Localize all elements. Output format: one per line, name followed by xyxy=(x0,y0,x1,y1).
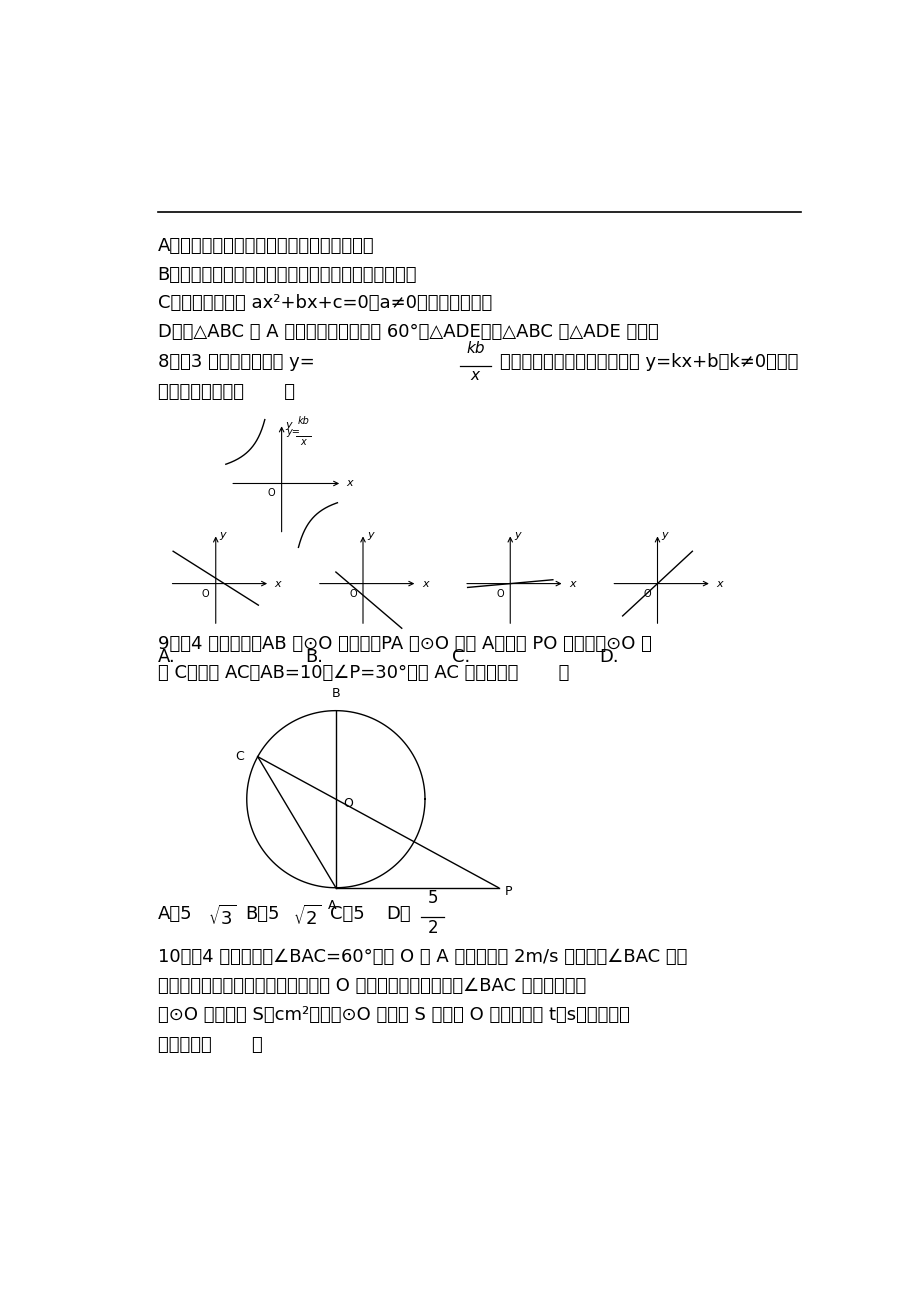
Text: C: C xyxy=(234,750,244,763)
Text: y: y xyxy=(220,530,226,540)
Text: x: x xyxy=(275,578,281,589)
Text: O: O xyxy=(496,589,504,599)
Text: O: O xyxy=(348,589,357,599)
Text: y: y xyxy=(514,530,520,540)
Text: O: O xyxy=(643,589,651,599)
Text: A．5: A．5 xyxy=(157,905,192,923)
Text: C．一元二次方程 ax²+bx+c=0（a≠0）一定有实数根: C．一元二次方程 ax²+bx+c=0（a≠0）一定有实数根 xyxy=(157,294,492,312)
Text: x: x xyxy=(471,368,480,383)
Text: B．在平面直角坐标系中，不同的坐标可以表示同一点: B．在平面直角坐标系中，不同的坐标可以表示同一点 xyxy=(157,266,416,284)
Text: 点 C，连结 AC，AB=10，∠P=30°，则 AC 的长度是（       ）: 点 C，连结 AC，AB=10，∠P=30°，则 AC 的长度是（ ） xyxy=(157,664,568,682)
Text: D.: D. xyxy=(598,647,618,665)
Text: kb: kb xyxy=(466,341,484,355)
Text: y: y xyxy=(367,530,373,540)
Text: x: x xyxy=(716,578,722,589)
Text: 8．（3 分）反比例函数 y=: 8．（3 分）反比例函数 y= xyxy=(157,353,314,371)
Text: 10．（4 分）如图，∠BAC=60°，点 O 从 A 点出发，以 2m/s 的速度沿∠BAC 的角: 10．（4 分）如图，∠BAC=60°，点 O 从 A 点出发，以 2m/s 的… xyxy=(157,948,686,966)
Text: $\sqrt{3}$: $\sqrt{3}$ xyxy=(208,905,236,928)
Text: A: A xyxy=(327,898,335,911)
Text: 2: 2 xyxy=(427,919,437,937)
Text: x: x xyxy=(569,578,575,589)
Text: C.: C. xyxy=(451,647,470,665)
Text: y: y xyxy=(661,530,667,540)
Text: 平分线向右运动，在运动过程中，以 O 为圆心的圆始终保持与∠BAC 的两边相切，: 平分线向右运动，在运动过程中，以 O 为圆心的圆始终保持与∠BAC 的两边相切， xyxy=(157,976,585,995)
Text: 5: 5 xyxy=(427,889,437,907)
Text: A.: A. xyxy=(157,647,176,665)
Text: 设⊙O 的面积为 S（cm²），则⊙O 的面积 S 与圆心 O 运动的时间 t（s）的函数图: 设⊙O 的面积为 S（cm²），则⊙O 的面积 S 与圆心 O 运动的时间 t（… xyxy=(157,1006,629,1025)
Text: 象大致为（       ）: 象大致为（ ） xyxy=(157,1035,262,1053)
Text: y=: y= xyxy=(286,427,300,437)
Text: A．圆内接正六边形的边长与该圆的半径相等: A．圆内接正六边形的边长与该圆的半径相等 xyxy=(157,237,374,255)
Text: D．将△ABC 绕 A 点按顺时针方向旋转 60°得△ADE，则△ABC 与△ADE 不全等: D．将△ABC 绕 A 点按顺时针方向旋转 60°得△ADE，则△ABC 与△A… xyxy=(157,323,658,341)
Text: O: O xyxy=(267,488,275,499)
Text: O: O xyxy=(201,589,210,599)
Text: kb: kb xyxy=(297,415,309,426)
Text: 的图象如图所示，则一次函数 y=kx+b（k≠0）的图: 的图象如图所示，则一次函数 y=kx+b（k≠0）的图 xyxy=(500,353,798,371)
Text: y: y xyxy=(285,421,292,431)
Text: P: P xyxy=(505,885,512,898)
Text: x: x xyxy=(422,578,428,589)
Text: x: x xyxy=(346,479,353,488)
Text: x: x xyxy=(301,436,306,447)
Text: $\sqrt{2}$: $\sqrt{2}$ xyxy=(293,905,322,928)
Text: B．5: B．5 xyxy=(245,905,279,923)
Text: C．5: C．5 xyxy=(330,905,365,923)
Text: 9．（4 分）如图，AB 是⊙O 的直径，PA 切⊙O 于点 A，连结 PO 并延长交⊙O 于: 9．（4 分）如图，AB 是⊙O 的直径，PA 切⊙O 于点 A，连结 PO 并… xyxy=(157,635,651,654)
Text: D．: D． xyxy=(386,905,411,923)
Text: B.: B. xyxy=(304,647,323,665)
Text: B: B xyxy=(331,687,340,700)
Text: 象的图象大致是（       ）: 象的图象大致是（ ） xyxy=(157,383,294,401)
Text: O: O xyxy=(344,797,353,810)
